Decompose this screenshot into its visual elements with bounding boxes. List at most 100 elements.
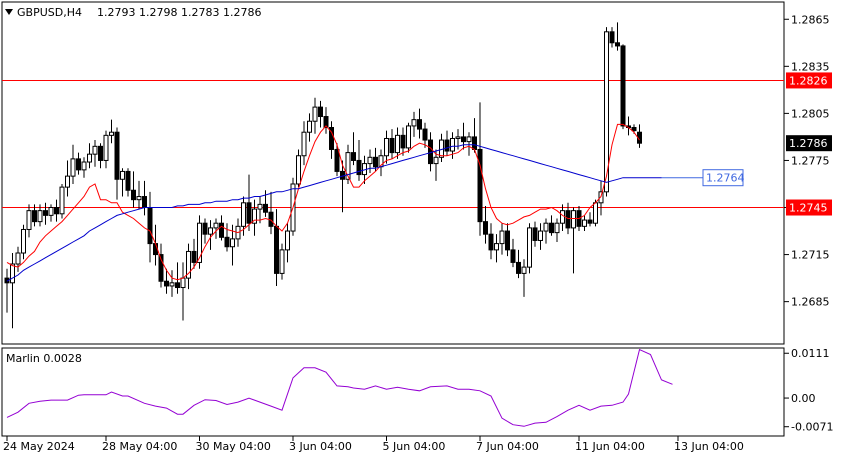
x-tick-label: 3 Jun 04:00: [289, 440, 352, 453]
candle-body: [384, 137, 389, 157]
candle-body: [356, 159, 362, 176]
candle-body: [472, 136, 477, 150]
candle-body: [263, 203, 268, 213]
slow-moving-average-line: [6, 144, 662, 282]
candle-body: [26, 210, 32, 230]
candle-body: [549, 222, 554, 234]
candle-body: [532, 227, 538, 241]
candle-body: [565, 210, 571, 229]
candle-body: [48, 207, 54, 216]
candle-body: [571, 210, 576, 229]
candle-body: [510, 249, 516, 263]
ma-callout-box: [702, 169, 744, 187]
candle-body: [593, 202, 598, 224]
candle-body: [125, 170, 131, 191]
candle-body: [92, 145, 98, 155]
candle-body: [213, 222, 219, 229]
candle-body: [15, 252, 21, 265]
candle-body: [98, 145, 103, 161]
candle-body: [208, 227, 213, 235]
y-tick-label: 1.2835: [791, 60, 830, 73]
candle-body: [609, 31, 615, 44]
candle-body: [455, 136, 461, 139]
candle-body: [246, 202, 252, 224]
indicator-tick-label: -0.0071: [791, 421, 833, 434]
symbol-label: GBPUSD,H4: [17, 6, 82, 19]
candle-body: [444, 139, 450, 152]
candle-body: [345, 152, 351, 180]
candle-body: [180, 277, 186, 289]
current-price-box: [786, 135, 832, 152]
candle-body: [219, 222, 224, 238]
y-tick-label: 1.2865: [791, 13, 830, 26]
ohlc-values: 1.2793 1.2798 1.2783 1.2786: [97, 6, 261, 19]
candle-body: [477, 148, 483, 223]
candle-body: [554, 222, 560, 234]
candle-body: [351, 152, 356, 161]
candle-body: [505, 230, 510, 251]
candle-body: [197, 222, 202, 263]
y-tick-label: 1.2715: [791, 249, 830, 262]
hline-price-label-box: [786, 199, 832, 216]
candle-body: [230, 238, 235, 248]
candle-body: [54, 207, 59, 215]
candle-body: [76, 158, 81, 171]
candle-body: [312, 106, 318, 122]
candle-body: [21, 228, 26, 254]
candle-body: [59, 186, 65, 215]
candle-body: [43, 210, 48, 216]
x-tick-label: 5 Jun 04:00: [383, 440, 446, 453]
candle-body: [252, 208, 257, 224]
candle-body: [147, 207, 153, 245]
candle-body: [37, 210, 43, 223]
candle-body: [81, 161, 87, 171]
candle-body: [186, 250, 191, 279]
candle-body: [87, 153, 92, 163]
candle-body: [257, 203, 263, 210]
candle-body: [120, 170, 125, 180]
fast-moving-average-line: [6, 123, 640, 281]
hline-price-label: 1.2745: [789, 202, 828, 215]
candle-body: [136, 196, 142, 201]
x-tick-label: 24 May 2024: [3, 440, 75, 453]
candle-body: [307, 120, 312, 133]
main-chart-layer: 1.2764: [2, 22, 784, 329]
candle-body: [587, 219, 593, 224]
candle-body: [70, 158, 76, 177]
candle-body: [521, 266, 527, 274]
candle-body: [450, 137, 455, 152]
candle-body: [411, 119, 417, 127]
candle-body: [488, 233, 494, 251]
candle-body: [191, 250, 197, 263]
candle-body: [543, 222, 549, 232]
candle-body: [109, 131, 114, 136]
candle-body: [202, 222, 208, 235]
candle-body: [65, 175, 70, 188]
candle-body: [334, 148, 340, 172]
x-tick-label: 7 Jun 04:00: [476, 440, 539, 453]
x-tick-label: 30 May 04:00: [196, 440, 271, 453]
candle-body: [620, 45, 626, 127]
y-tick-label: 1.2775: [791, 154, 830, 167]
candle-body: [389, 137, 395, 154]
candle-body: [158, 254, 164, 282]
candle-body: [329, 127, 334, 150]
candle-body: [279, 249, 285, 274]
candle-body: [466, 136, 472, 143]
candle-body: [114, 131, 120, 180]
candle-body: [274, 225, 279, 274]
y-tick-label: 1.2685: [791, 296, 830, 309]
candle-body: [175, 282, 180, 289]
main-plot-area: [2, 22, 784, 329]
candle-body: [301, 131, 307, 157]
indicator-layer: [6, 348, 673, 427]
indicator-title: Marlin 0.0028: [6, 352, 82, 365]
candle-body: [400, 134, 406, 149]
candle-body: [103, 134, 109, 161]
candle-body: [318, 106, 323, 118]
dropdown-triangle-icon[interactable]: [5, 9, 13, 15]
candle-body: [285, 230, 290, 251]
candle-body: [494, 243, 499, 251]
ma-callout-label: 1.2764: [706, 172, 745, 185]
